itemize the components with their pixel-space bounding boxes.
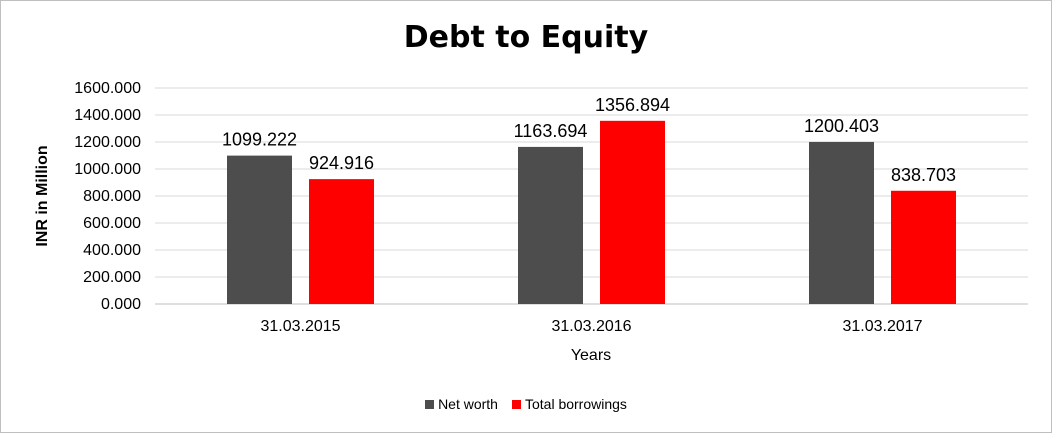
data-labels: 1099.222 924.916 1163.694 1356.894 1200.403 8… (222, 95, 956, 185)
data-label: 1200.403 (804, 116, 879, 136)
y-tick-label: 0.000 (101, 296, 141, 313)
legend-label-total-borrowings: Total borrowings (524, 396, 627, 412)
y-axis-label: INR in Million (34, 145, 51, 246)
legend-swatch-total-borrowings (511, 399, 521, 409)
legend-swatch-net-worth (425, 399, 435, 409)
data-label: 1163.694 (514, 121, 588, 141)
bar-net-worth (227, 155, 292, 304)
y-tick-label: 400.000 (83, 242, 141, 259)
y-tick-label: 800.000 (83, 188, 141, 205)
chart-title: Debt to Equity (403, 20, 649, 55)
x-tick-label: 31.03.2017 (842, 318, 922, 335)
legend-label-net-worth: Net worth (438, 396, 498, 412)
x-tick-label: 31.03.2016 (551, 318, 631, 335)
y-tick-label: 1400.000 (74, 107, 141, 124)
y-tick-label: 200.000 (83, 269, 141, 286)
gridlines (155, 87, 1028, 305)
y-tick-label: 1600.000 (74, 80, 141, 97)
bar-total-borrowings (600, 120, 665, 305)
data-label: 1099.222 (222, 130, 297, 150)
legend-item-net-worth: Net worth (425, 396, 498, 412)
bar-net-worth (809, 141, 874, 304)
data-label: 838.703 (891, 165, 956, 185)
legend: Net worth Total borrowings (0, 396, 1052, 412)
x-tick-labels: 31.03.2015 31.03.2016 31.03.2017 (260, 318, 922, 335)
y-tick-label: 1000.000 (74, 161, 141, 178)
y-tick-labels: 0.000 200.000 400.000 600.000 800.000 1000.00… (74, 80, 141, 313)
legend-item-total-borrowings: Total borrowings (511, 396, 627, 412)
data-label: 924.916 (309, 153, 374, 173)
bar-total-borrowings (891, 190, 956, 304)
y-tick-label: 1200.000 (74, 134, 141, 151)
bars (227, 120, 956, 305)
bar-total-borrowings (309, 179, 374, 304)
x-tick-label: 31.03.2015 (260, 318, 340, 335)
y-tick-label: 600.000 (83, 215, 141, 232)
x-axis-label: Years (571, 347, 611, 364)
data-label: 1356.894 (595, 95, 670, 115)
bar-net-worth (518, 146, 583, 304)
